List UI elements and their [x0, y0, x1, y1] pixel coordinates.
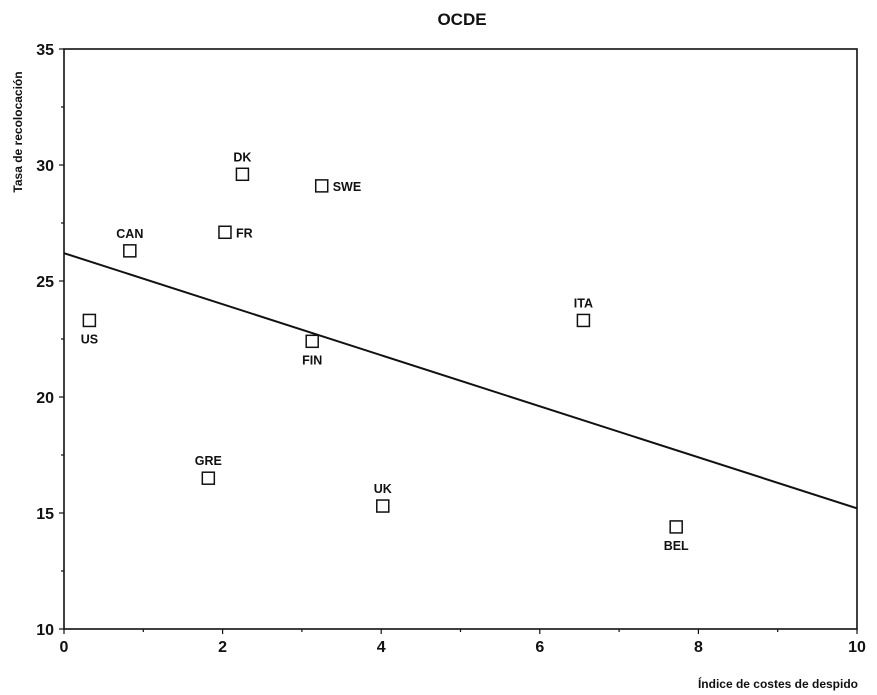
point-label-fr: FR [236, 226, 253, 240]
point-marker-can [123, 244, 137, 258]
x-tick-label: 6 [535, 639, 544, 656]
point-marker-uk [376, 499, 390, 513]
x-tick-label: 10 [848, 639, 866, 656]
point-marker-ita [576, 313, 591, 328]
x-tick-label: 2 [218, 639, 227, 656]
y-tick-label: 35 [36, 42, 54, 59]
point-marker-bel [669, 520, 683, 534]
y-tick-label: 10 [36, 622, 54, 639]
point-label-fin: FIN [302, 353, 322, 367]
y-tick-label: 30 [36, 158, 54, 175]
point-marker-fin [305, 334, 319, 349]
y-tick-label: 20 [36, 390, 54, 407]
point-marker-fr [218, 225, 232, 240]
point-marker-swe [314, 179, 329, 193]
chart-title: OCDE [437, 10, 486, 29]
point-label-swe: SWE [333, 180, 361, 194]
point-label-can: CAN [116, 227, 143, 241]
point-label-uk: UK [374, 482, 392, 496]
x-tick-label: 0 [60, 639, 69, 656]
x-axis-title: Índice de costes de despido [698, 676, 858, 691]
point-label-us: US [81, 332, 98, 346]
point-label-bel: BEL [664, 539, 689, 553]
plot-frame [63, 48, 858, 630]
y-axis-title: Tasa de recolocación [11, 71, 25, 192]
point-marker-dk [235, 167, 250, 182]
points-group: US CAN GRE FR DK FIN SWE UK ITA BEL [81, 150, 689, 553]
point-marker-us [82, 313, 97, 328]
trend-line [63, 252, 858, 510]
axis-ticks: 0 2 4 6 8 10 10 15 20 25 30 35 [36, 42, 866, 656]
y-tick-label: 25 [36, 274, 54, 291]
trend-line-group [63, 252, 858, 510]
point-marker-gre [201, 471, 216, 485]
x-tick-label: 8 [694, 639, 703, 656]
point-label-dk: DK [233, 150, 251, 164]
x-tick-label: 4 [377, 639, 386, 656]
point-label-ita: ITA [574, 296, 593, 310]
y-tick-label: 15 [36, 506, 54, 523]
point-label-gre: GRE [195, 454, 222, 468]
